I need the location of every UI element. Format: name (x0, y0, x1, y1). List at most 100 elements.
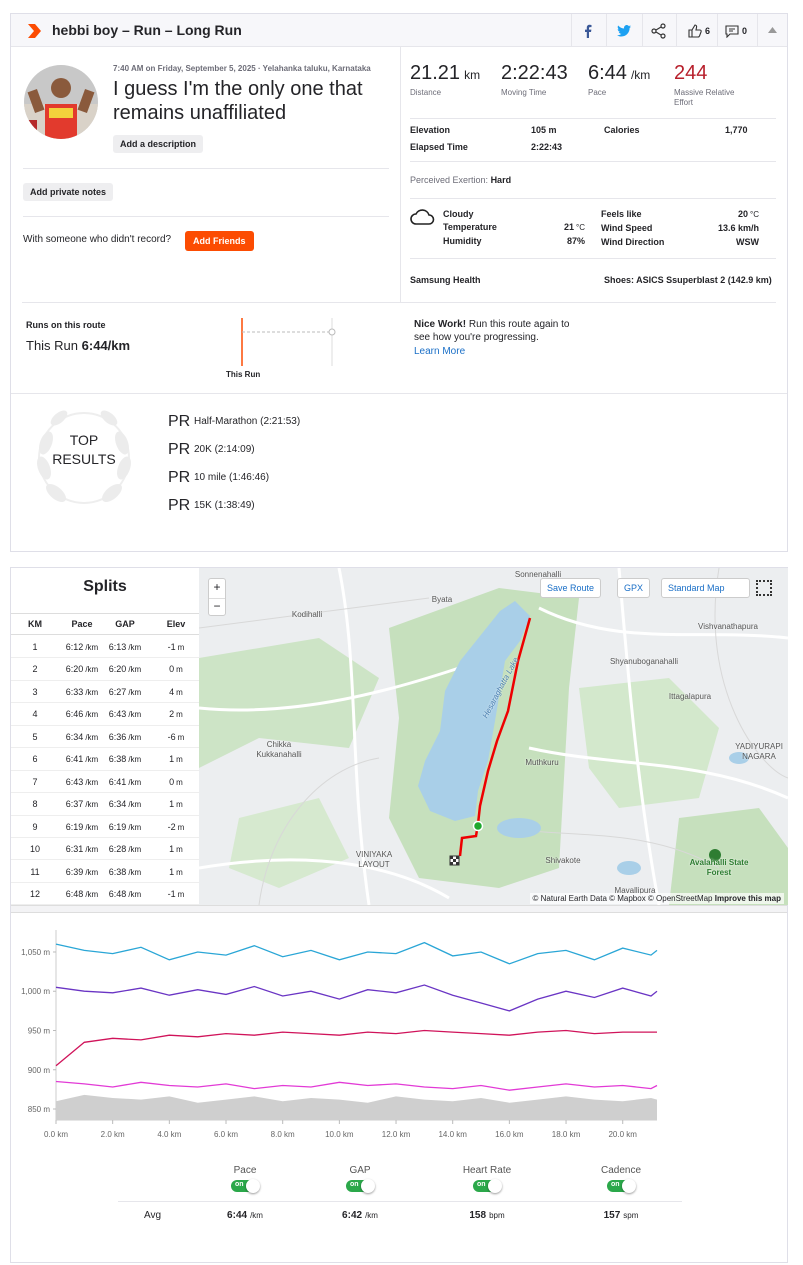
weather-label: Wind Direction (601, 237, 665, 247)
weather-condition: Cloudy (443, 209, 474, 219)
result-name: 10 mile (194, 472, 227, 483)
badge-text: PR (168, 413, 191, 430)
splits-cell: 6:38/km (95, 867, 155, 877)
weather-number: 87% (566, 236, 585, 246)
divider (571, 14, 572, 47)
splits-unit: m (177, 822, 185, 832)
add-friends-button[interactable]: Add Friends (185, 231, 254, 251)
splits-value: -1 (167, 888, 176, 899)
collapse-caret[interactable] (768, 27, 777, 33)
toggle-text: on (477, 1181, 486, 1188)
save-route-button[interactable]: Save Route (540, 578, 602, 598)
map-label: YADIYURAPI NAGARA (735, 742, 783, 761)
share-button[interactable] (651, 23, 667, 39)
splits-cell: 6:34/km (95, 799, 155, 809)
splits-unit: m (176, 867, 183, 877)
splits-cell: 6:34/km (52, 732, 112, 742)
weather-number: 21 (564, 222, 575, 232)
summary-average: 6:44/km (195, 1210, 295, 1221)
toggle-text: on (235, 1181, 244, 1188)
toggle[interactable]: on (231, 1179, 260, 1193)
top-results-laurel (37, 410, 131, 504)
divider (410, 258, 776, 259)
splits-value: 10 (29, 844, 40, 855)
nice-work: Nice Work! Run this route again to see h… (414, 318, 584, 344)
attribution-text: © Natural Earth Data © Mapbox © OpenStre… (532, 894, 713, 903)
zoom-out[interactable]: − (209, 598, 225, 613)
divider (410, 118, 776, 119)
splits-value: 6:20 (108, 664, 127, 675)
splits-column-header: GAP (115, 619, 135, 629)
map-style-button[interactable]: Standard Map (661, 578, 750, 598)
map[interactable]: + − Save Route GPX Standard Map Sonnenahalli B… (199, 568, 788, 905)
stat-label: Pace (588, 88, 607, 97)
splits-row (11, 883, 199, 906)
weather-value: 13.6 km/h (718, 223, 759, 233)
splits-value: 4 (32, 709, 38, 720)
splits-panel: Splits KM Pace GAP Elev 1 6:12/km 6:13/km -1 m 2 6… (11, 568, 199, 906)
toggle-text: on (350, 1181, 359, 1188)
improve-link[interactable]: Improve this map (714, 894, 781, 903)
splits-unit: m (176, 687, 183, 697)
gpx-button[interactable]: GPX (617, 578, 651, 598)
resize-handle[interactable] (11, 905, 787, 913)
comment-icon[interactable] (725, 25, 739, 38)
toggle-knob (488, 1179, 502, 1193)
toggle[interactable]: on (607, 1179, 636, 1193)
splits-row (11, 681, 199, 704)
splits-cell: 3 (5, 687, 65, 697)
average-value: 158 (469, 1210, 487, 1221)
kudos-icon[interactable] (688, 24, 702, 38)
stat-number: 21.21 (410, 62, 461, 84)
splits-value: 6:39 (65, 866, 84, 877)
splits-cell: 11 (5, 867, 65, 877)
splits-value: 6:31 (65, 844, 84, 855)
weather-unit: °C (576, 223, 585, 232)
this-run-label: This Run (26, 338, 79, 353)
weather-number: WSW (736, 237, 759, 247)
splits-cell: 6:43/km (52, 777, 112, 787)
splits-value: 8 (32, 799, 38, 810)
splits-cell: 6:19/km (95, 822, 155, 832)
splits-value: -1 (167, 642, 176, 652)
toggle[interactable]: on (346, 1179, 375, 1193)
average-unit: bpm (489, 1211, 505, 1220)
x-tick-label: 8.0 km (271, 1130, 295, 1139)
splits-value: 6:33 (65, 686, 84, 697)
toggle[interactable]: on (473, 1179, 502, 1193)
splits-unit: /km (85, 867, 99, 877)
splits-unit: m (177, 643, 185, 652)
y-tick-label: 900 m (28, 1066, 51, 1075)
summary-header: Cadence (600, 1165, 642, 1176)
add-description-button[interactable]: Add a description (113, 135, 204, 153)
splits-value: 6:38 (108, 866, 127, 877)
stat-value: 244 (674, 62, 707, 85)
add-private-notes-button[interactable]: Add private notes (23, 183, 114, 201)
fullscreen-button[interactable] (756, 580, 772, 596)
activity-card (10, 13, 788, 552)
splits-row (11, 658, 199, 681)
splits-cell: 1 (5, 642, 65, 652)
weather-label: Wind Speed (601, 223, 653, 233)
toggle-knob (622, 1179, 636, 1193)
stat-label: Distance (410, 88, 442, 97)
splits-value: 6:38 (108, 754, 127, 765)
kudos-count: 6 (705, 26, 711, 36)
splits-cell: 6:41/km (95, 777, 155, 787)
x-tick-label: 12.0 km (382, 1130, 411, 1139)
facebook-button[interactable] (583, 24, 593, 38)
splits-value: 9 (32, 821, 38, 832)
splits-unit: /km (128, 800, 142, 810)
splits-cell: -2 m (146, 822, 206, 832)
twitter-button[interactable] (617, 25, 631, 37)
splits-value: 6:43 (108, 709, 127, 720)
x-tick-label: 18.0 km (552, 1130, 581, 1139)
average-value: 6:42 (342, 1210, 363, 1221)
map-label: Chikka Kukkanahalli (256, 740, 302, 759)
learn-more-link[interactable]: Learn More (414, 346, 466, 357)
badge-text: PR (168, 497, 191, 514)
zoom-in[interactable]: + (213, 580, 221, 594)
y-tick-label: 950 m (28, 1026, 51, 1035)
strava-icon (28, 24, 41, 38)
